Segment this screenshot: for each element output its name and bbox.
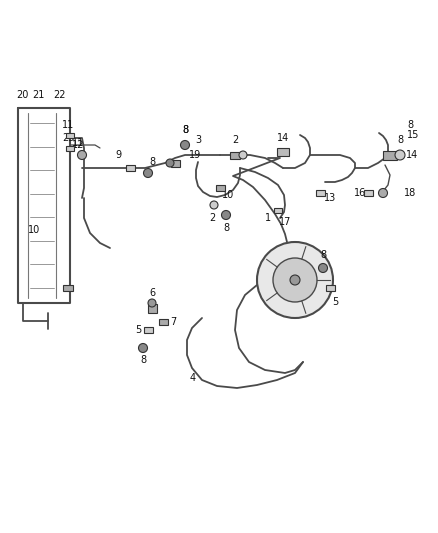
Circle shape [210, 201, 218, 209]
Circle shape [148, 299, 156, 307]
Bar [325, 285, 335, 291]
Text: 11: 11 [62, 120, 74, 130]
Text: 5: 5 [135, 325, 141, 335]
Bar [159, 319, 167, 325]
Bar [66, 146, 74, 150]
Text: 11: 11 [72, 138, 84, 148]
Text: 21: 21 [32, 90, 44, 100]
Text: 17: 17 [279, 217, 291, 227]
Text: 23: 23 [62, 133, 74, 143]
Bar [170, 159, 180, 166]
Text: 8: 8 [149, 157, 155, 167]
Text: 14: 14 [406, 150, 418, 160]
Text: 8: 8 [182, 125, 188, 135]
Circle shape [180, 141, 190, 149]
Bar [274, 207, 282, 213]
Text: 8: 8 [140, 355, 146, 365]
Bar [315, 190, 325, 196]
Bar [215, 185, 225, 191]
Text: 19: 19 [189, 150, 201, 160]
Bar [364, 190, 372, 196]
Text: 10: 10 [222, 190, 234, 200]
Text: 15: 15 [407, 130, 419, 140]
Text: 22: 22 [54, 90, 66, 100]
Text: 4: 4 [190, 373, 196, 383]
Bar [148, 303, 156, 312]
Bar [383, 150, 397, 159]
Text: 8: 8 [223, 223, 229, 233]
Circle shape [78, 150, 86, 159]
Text: 18: 18 [404, 188, 416, 198]
Text: 16: 16 [354, 188, 366, 198]
Circle shape [138, 343, 148, 352]
Circle shape [144, 168, 152, 177]
Text: 5: 5 [332, 297, 338, 307]
Text: 14: 14 [277, 133, 289, 143]
Circle shape [257, 242, 333, 318]
Circle shape [395, 150, 405, 160]
Bar [277, 148, 289, 156]
Text: 2: 2 [209, 213, 215, 223]
Text: 20: 20 [16, 90, 28, 100]
Text: 10: 10 [28, 225, 40, 235]
Text: 6: 6 [149, 288, 155, 298]
Bar [230, 151, 240, 158]
Circle shape [222, 211, 230, 220]
Circle shape [378, 189, 388, 198]
Bar [63, 285, 73, 291]
Text: 7: 7 [170, 317, 176, 327]
Text: 8: 8 [182, 125, 188, 135]
Text: 13: 13 [324, 193, 336, 203]
Text: 8: 8 [397, 135, 403, 145]
Circle shape [273, 258, 317, 302]
Bar [66, 133, 74, 138]
Bar [144, 327, 152, 333]
Text: 8: 8 [407, 120, 413, 130]
Text: 1: 1 [265, 213, 271, 223]
Bar [126, 165, 134, 171]
Text: 9: 9 [115, 150, 121, 160]
Text: 3: 3 [195, 135, 201, 145]
Text: 8: 8 [320, 250, 326, 260]
Circle shape [318, 263, 328, 272]
Text: 12: 12 [72, 140, 84, 150]
Text: 2: 2 [232, 135, 238, 145]
Circle shape [239, 151, 247, 159]
Circle shape [290, 275, 300, 285]
Circle shape [166, 159, 174, 167]
